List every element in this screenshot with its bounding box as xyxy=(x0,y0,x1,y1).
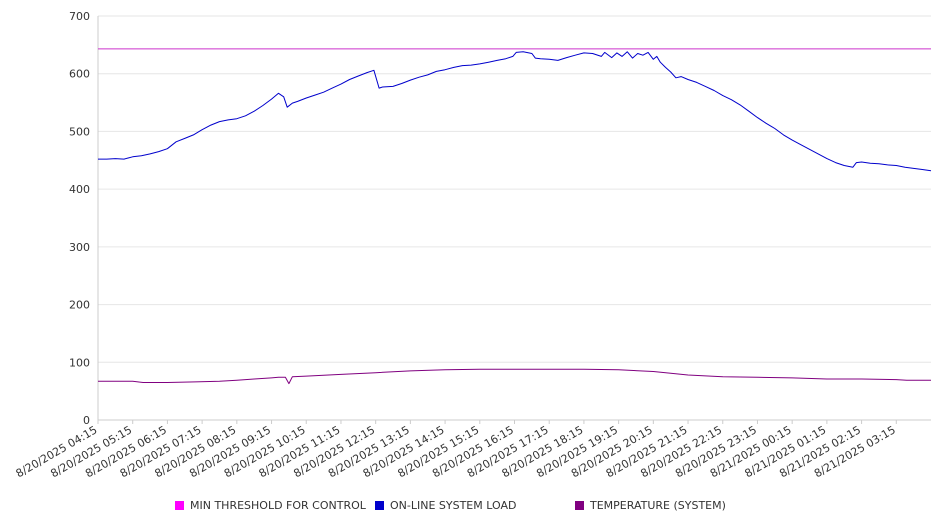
y-tick-label: 700 xyxy=(69,10,90,23)
y-axis-ticks: 0 100 200 300 400 500 600 700 xyxy=(69,10,90,427)
series-lines xyxy=(98,48,932,385)
y-tick-label: 500 xyxy=(69,125,90,138)
legend-item: TEMPERATURE (SYSTEM) xyxy=(575,499,726,512)
y-tick-label: 200 xyxy=(69,299,90,312)
legend-swatch xyxy=(575,501,584,510)
axes xyxy=(97,16,931,421)
y-tick-label: 300 xyxy=(69,241,90,254)
legend-swatch xyxy=(175,501,184,510)
legend-label: ON-LINE SYSTEM LOAD xyxy=(390,499,517,512)
legend-swatch xyxy=(375,501,384,510)
y-tick-label: 100 xyxy=(69,356,90,369)
legend-item: MIN THRESHOLD FOR CONTROL xyxy=(175,499,366,512)
y-tick-label: 0 xyxy=(83,414,90,427)
gridlines xyxy=(98,15,931,363)
chart-legend: MIN THRESHOLD FOR CONTROL ON-LINE SYSTEM … xyxy=(0,499,946,515)
y-tick-label: 600 xyxy=(69,68,90,81)
series-line-2 xyxy=(98,51,932,172)
legend-item: ON-LINE SYSTEM LOAD xyxy=(375,499,516,512)
legend-label: MIN THRESHOLD FOR CONTROL xyxy=(190,499,366,512)
series-line-3 xyxy=(98,368,931,385)
x-axis-ticks: 8/20/2025 04:158/20/2025 05:158/20/2025 … xyxy=(14,420,898,480)
y-tick-label: 400 xyxy=(69,183,90,196)
legend-label: TEMPERATURE (SYSTEM) xyxy=(590,499,726,512)
